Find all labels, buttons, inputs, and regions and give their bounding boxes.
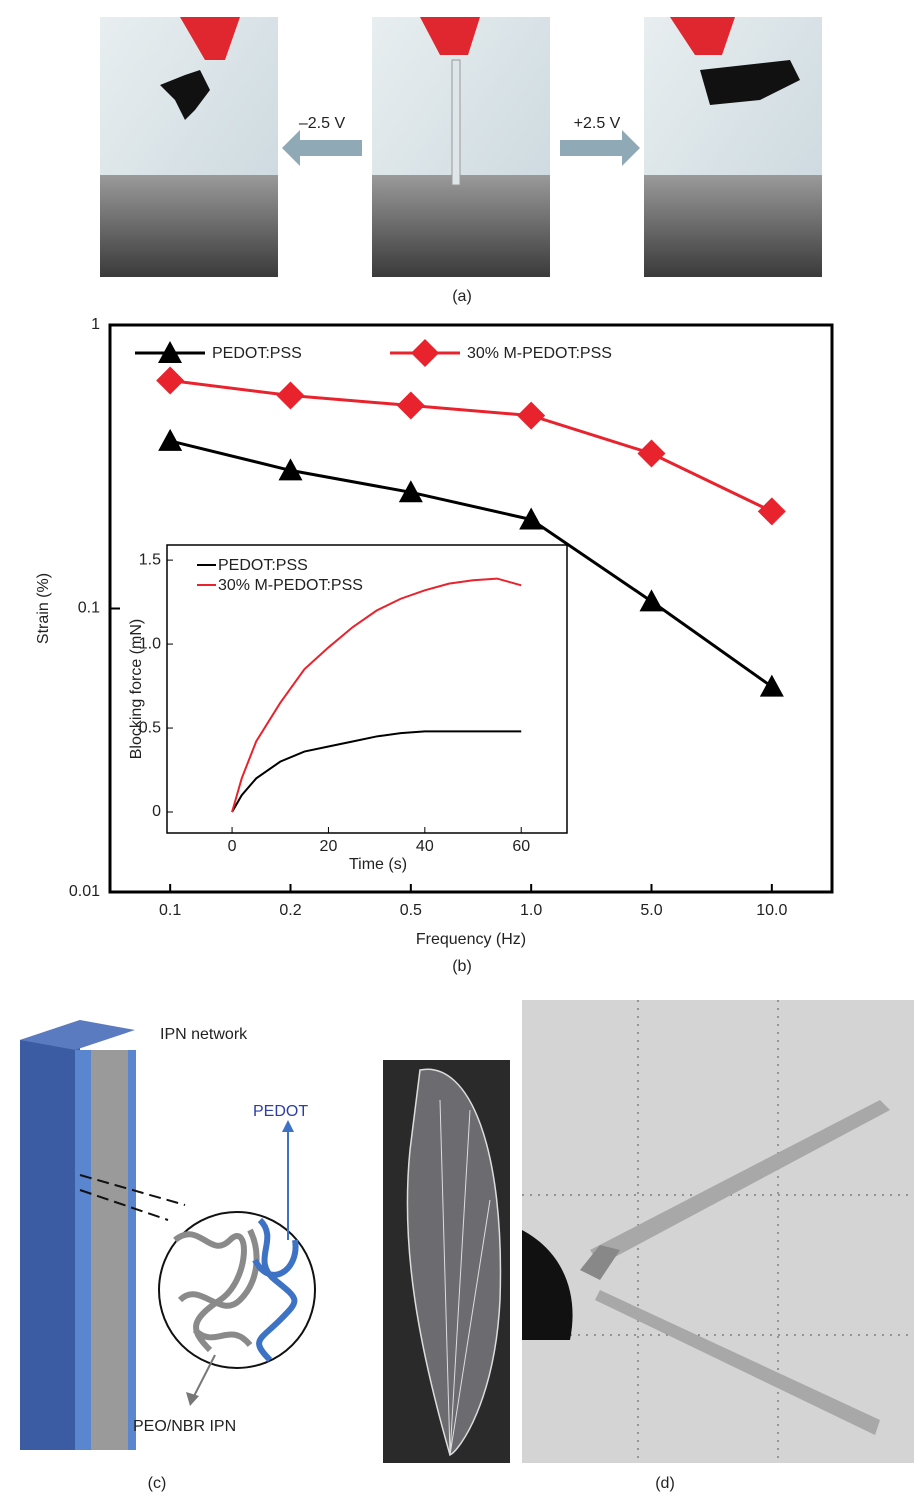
- x-axis-title: Time (s): [349, 856, 407, 873]
- x-tick-label: 0: [228, 838, 237, 855]
- y-tick-label: 0.1: [78, 600, 100, 617]
- marker: [397, 392, 425, 420]
- marker: [760, 675, 784, 697]
- y-axis-title: Blocking force (mN): [128, 619, 145, 759]
- marker: [640, 589, 664, 611]
- x-axis-title: Frequency (Hz): [416, 931, 526, 948]
- diagram-label: PEDOT: [253, 1103, 308, 1120]
- x-tick-label: 0.5: [400, 902, 422, 919]
- voltage-label: +2.5 V: [574, 115, 621, 132]
- x-tick-label: 40: [416, 838, 434, 855]
- legend-label: 30% M-PEDOT:PSS: [218, 577, 363, 594]
- y-axis-title: Strain (%): [35, 573, 52, 644]
- photo-d: [383, 1000, 914, 1463]
- caption: (b): [452, 958, 472, 975]
- x-tick-label: 10.0: [756, 902, 787, 919]
- x-tick-label: 20: [320, 838, 338, 855]
- x-tick-label: 0.1: [159, 902, 181, 919]
- y-tick-label: 0.01: [69, 883, 100, 900]
- photo-a: [100, 17, 822, 277]
- x-tick-label: 60: [512, 838, 530, 855]
- diagram-label: IPN network: [160, 1026, 248, 1043]
- series-line: [170, 381, 772, 512]
- legend-label: PEDOT:PSS: [212, 345, 302, 362]
- x-tick-label: 5.0: [640, 902, 662, 919]
- caption: (a): [452, 288, 472, 305]
- legend-label: 30% M-PEDOT:PSS: [467, 345, 612, 362]
- ipn-diagram: [20, 1020, 315, 1450]
- x-tick-label: 0.2: [279, 902, 301, 919]
- marker: [758, 497, 786, 525]
- legend-swatch: [411, 339, 439, 367]
- y-tick-label: 1: [91, 316, 100, 333]
- caption: (c): [148, 1475, 167, 1492]
- voltage-label: –2.5 V: [299, 115, 346, 132]
- x-tick-label: 1.0: [520, 902, 542, 919]
- marker: [277, 382, 305, 410]
- marker: [156, 367, 184, 395]
- diagram-label: PEO/NBR IPN: [133, 1418, 236, 1435]
- marker: [517, 402, 545, 430]
- y-tick-label: 1.5: [139, 551, 161, 568]
- y-tick-label: 0: [152, 803, 161, 820]
- marker: [158, 429, 182, 451]
- marker: [638, 440, 666, 468]
- caption: (d): [655, 1475, 675, 1492]
- legend-label: PEDOT:PSS: [218, 557, 308, 574]
- figure: –2.5 V +2.5 V (a) (b) IPN network PEDOT …: [0, 0, 914, 1494]
